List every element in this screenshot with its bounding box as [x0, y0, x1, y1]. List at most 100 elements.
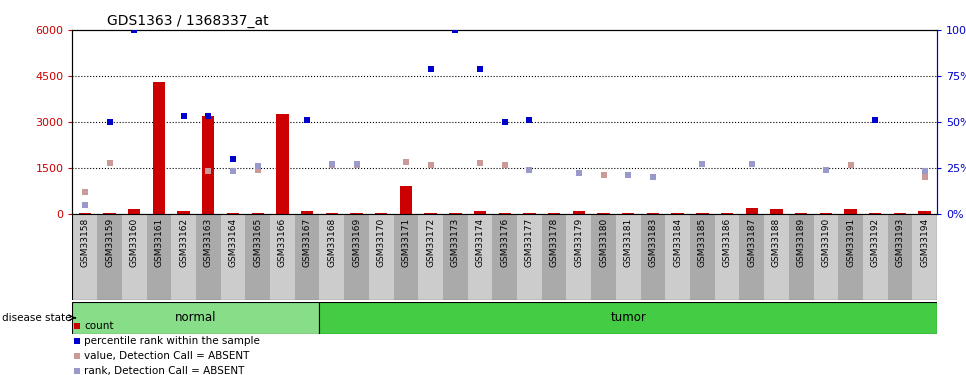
Bar	[320, 214, 344, 300]
Bar	[98, 214, 122, 300]
Bar	[270, 214, 295, 300]
Text: GSM33179: GSM33179	[575, 218, 583, 267]
Text: GSM33194: GSM33194	[921, 218, 929, 267]
Text: GSM33178: GSM33178	[550, 218, 558, 267]
Bar	[517, 214, 542, 300]
Bar	[566, 214, 591, 300]
Bar	[746, 208, 758, 214]
Text: GSM33166: GSM33166	[278, 218, 287, 267]
Text: GSM33160: GSM33160	[129, 218, 139, 267]
Text: GSM33164: GSM33164	[229, 218, 238, 267]
Text: GSM33167: GSM33167	[302, 218, 312, 267]
Text: GSM33170: GSM33170	[377, 218, 385, 267]
Bar	[153, 82, 165, 214]
Text: GSM33185: GSM33185	[697, 218, 707, 267]
Bar	[202, 116, 214, 214]
Text: GSM33181: GSM33181	[624, 218, 633, 267]
Bar	[721, 213, 733, 214]
Bar	[276, 114, 289, 214]
Text: GSM33186: GSM33186	[723, 218, 731, 267]
Bar	[493, 214, 517, 300]
Bar	[468, 214, 493, 300]
Bar	[369, 214, 393, 300]
Text: disease state: disease state	[2, 313, 71, 323]
Text: GSM33187: GSM33187	[748, 218, 756, 267]
Text: GSM33183: GSM33183	[648, 218, 658, 267]
Bar	[498, 213, 511, 214]
Bar	[72, 302, 320, 334]
Bar	[128, 209, 140, 214]
Bar	[301, 211, 313, 214]
Text: GSM33162: GSM33162	[179, 218, 188, 267]
Bar	[227, 213, 240, 214]
Bar	[251, 213, 264, 214]
Bar	[622, 213, 635, 214]
Bar	[418, 214, 443, 300]
Bar	[838, 214, 863, 300]
Text: GSM33192: GSM33192	[870, 218, 880, 267]
Bar	[869, 213, 881, 214]
Text: GSM33176: GSM33176	[500, 218, 509, 267]
Text: GSM33177: GSM33177	[525, 218, 534, 267]
Text: GSM33169: GSM33169	[352, 218, 361, 267]
Bar	[344, 214, 369, 300]
Bar	[542, 214, 566, 300]
Bar	[393, 214, 418, 300]
Bar	[813, 214, 838, 300]
Bar	[690, 214, 715, 300]
Text: GSM33193: GSM33193	[895, 218, 904, 267]
Text: GSM33171: GSM33171	[402, 218, 411, 267]
Bar	[220, 214, 245, 300]
Bar	[647, 213, 659, 214]
Bar	[863, 214, 888, 300]
Bar	[474, 211, 486, 214]
Bar	[424, 213, 437, 214]
Bar	[912, 214, 937, 300]
Text: GDS1363 / 1368337_at: GDS1363 / 1368337_at	[107, 13, 269, 28]
Bar	[820, 213, 832, 214]
Bar	[178, 211, 189, 214]
Bar	[888, 214, 912, 300]
Bar	[443, 214, 468, 300]
Bar	[147, 214, 171, 300]
Text: GSM33163: GSM33163	[204, 218, 213, 267]
Text: GSM33158: GSM33158	[80, 218, 89, 267]
Bar	[597, 213, 610, 214]
Text: GSM33159: GSM33159	[105, 218, 114, 267]
Bar	[196, 214, 220, 300]
Bar	[789, 214, 813, 300]
Text: GSM33168: GSM33168	[327, 218, 336, 267]
Bar	[739, 214, 764, 300]
Bar	[573, 211, 585, 214]
Bar	[671, 213, 684, 214]
Bar	[666, 214, 690, 300]
Text: GSM33173: GSM33173	[451, 218, 460, 267]
Bar	[400, 186, 412, 214]
Text: GSM33184: GSM33184	[673, 218, 682, 267]
Text: GSM33180: GSM33180	[599, 218, 608, 267]
Text: normal: normal	[175, 311, 216, 324]
Text: GSM33165: GSM33165	[253, 218, 262, 267]
Text: GSM33188: GSM33188	[772, 218, 781, 267]
Bar	[591, 214, 616, 300]
Bar	[696, 213, 708, 214]
Text: GSM33191: GSM33191	[846, 218, 855, 267]
Text: GSM33161: GSM33161	[155, 218, 163, 267]
Bar	[524, 213, 535, 214]
Bar	[122, 214, 147, 300]
Bar	[894, 213, 906, 214]
Bar	[351, 213, 362, 214]
Bar	[770, 209, 782, 214]
Text: value, Detection Call = ABSENT: value, Detection Call = ABSENT	[84, 351, 249, 361]
Text: percentile rank within the sample: percentile rank within the sample	[84, 336, 260, 346]
Text: tumor: tumor	[611, 311, 646, 324]
Text: count: count	[84, 321, 114, 331]
Bar	[295, 214, 320, 300]
Bar	[764, 214, 789, 300]
Bar	[795, 213, 808, 214]
Bar	[375, 213, 387, 214]
Bar	[449, 213, 462, 214]
Bar	[171, 214, 196, 300]
Bar	[320, 302, 937, 334]
Text: rank, Detection Call = ABSENT: rank, Detection Call = ABSENT	[84, 366, 244, 375]
